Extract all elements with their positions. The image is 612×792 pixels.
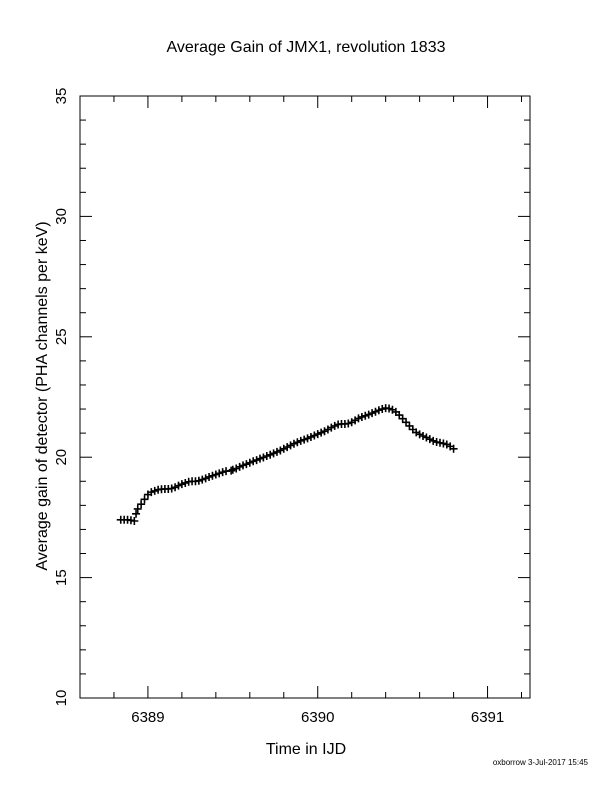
y-axis-label: Average gain of detector (PHA channels p…	[34, 221, 51, 570]
data-series	[116, 404, 458, 526]
y-axis-tick-labels: 10 15 20 25 30 35	[53, 88, 70, 707]
series	[116, 404, 458, 526]
chart-title: Average Gain of JMX1, revolution 1833	[167, 39, 446, 56]
x-axis-label: Time in IJD	[266, 741, 346, 758]
y-tick-label: 30	[53, 208, 70, 225]
data-point	[133, 504, 142, 513]
x-tick-label: 6391	[471, 709, 504, 726]
y-tick-label: 10	[53, 690, 70, 707]
x-tick-label: 6389	[131, 709, 164, 726]
y-tick-label: 20	[53, 449, 70, 466]
y-axis-ticks	[80, 95, 530, 699]
data-point	[449, 444, 458, 453]
data-point	[137, 500, 146, 509]
plot-frame	[79, 95, 531, 699]
footer-stamp: oxborrow 3-Jul-2017 15:45	[492, 758, 588, 767]
data-point	[227, 466, 236, 475]
y-tick-label: 25	[53, 328, 70, 345]
x-axis-ticks	[79, 96, 523, 698]
y-tick-label: 15	[53, 569, 70, 586]
data-point	[130, 517, 139, 526]
data-point	[132, 509, 141, 518]
x-tick-label: 6390	[301, 709, 334, 726]
x-axis-tick-labels: 6389 6390 6391	[131, 709, 504, 726]
y-tick-label: 35	[53, 88, 70, 105]
data-point	[140, 495, 149, 504]
